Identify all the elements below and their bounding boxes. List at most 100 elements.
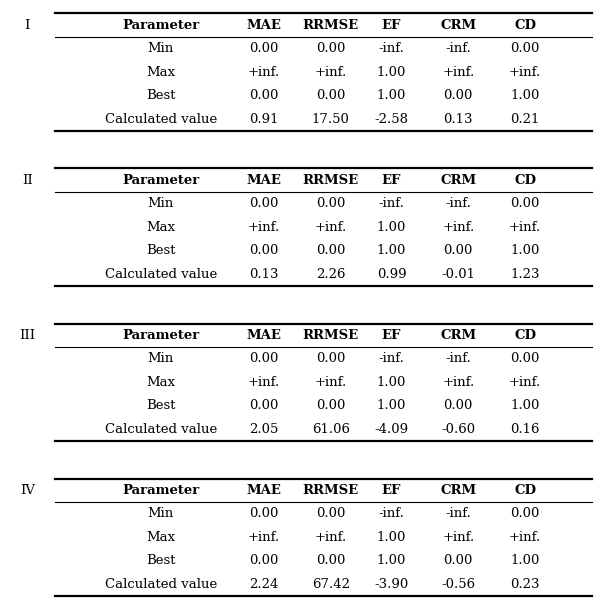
Text: CD: CD	[514, 329, 536, 342]
Text: -inf.: -inf.	[379, 352, 404, 365]
Text: Min: Min	[148, 197, 174, 210]
Text: CRM: CRM	[440, 174, 476, 187]
Text: II: II	[22, 174, 33, 187]
Text: Parameter: Parameter	[122, 19, 200, 32]
Text: 2.05: 2.05	[249, 422, 279, 436]
Text: +inf.: +inf.	[442, 221, 475, 234]
Text: Parameter: Parameter	[122, 484, 200, 497]
Text: Max: Max	[146, 221, 175, 234]
Text: Parameter: Parameter	[122, 329, 200, 342]
Text: CRM: CRM	[440, 484, 476, 497]
Text: 0.23: 0.23	[510, 578, 540, 591]
Text: -inf.: -inf.	[379, 42, 404, 55]
Text: 0.00: 0.00	[249, 554, 279, 568]
Text: 0.00: 0.00	[444, 399, 473, 412]
Text: 0.99: 0.99	[377, 268, 406, 280]
Text: +inf.: +inf.	[442, 66, 475, 78]
Text: 1.00: 1.00	[510, 89, 540, 102]
Text: 1.00: 1.00	[377, 554, 406, 568]
Text: 0.00: 0.00	[444, 554, 473, 568]
Text: 1.00: 1.00	[377, 244, 406, 257]
Text: MAE: MAE	[246, 484, 282, 497]
Text: 0.00: 0.00	[316, 554, 345, 568]
Text: +inf.: +inf.	[314, 221, 347, 234]
Text: -3.90: -3.90	[375, 578, 409, 591]
Text: 67.42: 67.42	[312, 578, 350, 591]
Text: 0.00: 0.00	[444, 89, 473, 102]
Text: 0.00: 0.00	[316, 89, 345, 102]
Text: +inf.: +inf.	[509, 221, 541, 234]
Text: RRMSE: RRMSE	[303, 174, 359, 187]
Text: 0.00: 0.00	[249, 399, 279, 412]
Text: Best: Best	[146, 399, 175, 412]
Text: 0.00: 0.00	[316, 244, 345, 257]
Text: EF: EF	[382, 329, 401, 342]
Text: CD: CD	[514, 19, 536, 32]
Text: +inf.: +inf.	[314, 376, 347, 388]
Text: -inf.: -inf.	[446, 42, 471, 55]
Text: +inf.: +inf.	[509, 66, 541, 78]
Text: 0.16: 0.16	[510, 422, 540, 436]
Text: 0.13: 0.13	[249, 268, 279, 280]
Text: III: III	[19, 329, 35, 342]
Text: -inf.: -inf.	[446, 197, 471, 210]
Text: 1.23: 1.23	[510, 268, 540, 280]
Text: -inf.: -inf.	[379, 507, 404, 520]
Text: 0.00: 0.00	[249, 42, 279, 55]
Text: Min: Min	[148, 42, 174, 55]
Text: Best: Best	[146, 244, 175, 257]
Text: 0.00: 0.00	[510, 352, 540, 365]
Text: 0.00: 0.00	[249, 89, 279, 102]
Text: +inf.: +inf.	[314, 531, 347, 544]
Text: 0.00: 0.00	[249, 197, 279, 210]
Text: 0.00: 0.00	[316, 399, 345, 412]
Text: 0.21: 0.21	[510, 112, 540, 126]
Text: Max: Max	[146, 531, 175, 544]
Text: +inf.: +inf.	[442, 531, 475, 544]
Text: 1.00: 1.00	[377, 531, 406, 544]
Text: 61.06: 61.06	[312, 422, 350, 436]
Text: EF: EF	[382, 19, 401, 32]
Text: 0.00: 0.00	[510, 42, 540, 55]
Text: EF: EF	[382, 174, 401, 187]
Text: -0.01: -0.01	[441, 268, 475, 280]
Text: 0.00: 0.00	[316, 197, 345, 210]
Text: Min: Min	[148, 352, 174, 365]
Text: 0.00: 0.00	[316, 42, 345, 55]
Text: Calculated value: Calculated value	[105, 268, 217, 280]
Text: 1.00: 1.00	[510, 399, 540, 412]
Text: Calculated value: Calculated value	[105, 112, 217, 126]
Text: 0.00: 0.00	[249, 507, 279, 520]
Text: +inf.: +inf.	[314, 66, 347, 78]
Text: Calculated value: Calculated value	[105, 578, 217, 591]
Text: Max: Max	[146, 66, 175, 78]
Text: 2.24: 2.24	[249, 578, 279, 591]
Text: 1.00: 1.00	[377, 376, 406, 388]
Text: MAE: MAE	[246, 19, 282, 32]
Text: -4.09: -4.09	[375, 422, 409, 436]
Text: 0.00: 0.00	[249, 352, 279, 365]
Text: 1.00: 1.00	[377, 66, 406, 78]
Text: +inf.: +inf.	[248, 531, 280, 544]
Text: 0.00: 0.00	[249, 244, 279, 257]
Text: +inf.: +inf.	[509, 376, 541, 388]
Text: 0.00: 0.00	[510, 197, 540, 210]
Text: 0.00: 0.00	[316, 352, 345, 365]
Text: Max: Max	[146, 376, 175, 388]
Text: +inf.: +inf.	[248, 376, 280, 388]
Text: 0.00: 0.00	[444, 244, 473, 257]
Text: Calculated value: Calculated value	[105, 422, 217, 436]
Text: +inf.: +inf.	[248, 221, 280, 234]
Text: -inf.: -inf.	[379, 197, 404, 210]
Text: EF: EF	[382, 484, 401, 497]
Text: 1.00: 1.00	[377, 221, 406, 234]
Text: Best: Best	[146, 554, 175, 568]
Text: CD: CD	[514, 484, 536, 497]
Text: CD: CD	[514, 174, 536, 187]
Text: 0.13: 0.13	[444, 112, 473, 126]
Text: CRM: CRM	[440, 329, 476, 342]
Text: +inf.: +inf.	[442, 376, 475, 388]
Text: -inf.: -inf.	[446, 507, 471, 520]
Text: RRMSE: RRMSE	[303, 329, 359, 342]
Text: 1.00: 1.00	[510, 244, 540, 257]
